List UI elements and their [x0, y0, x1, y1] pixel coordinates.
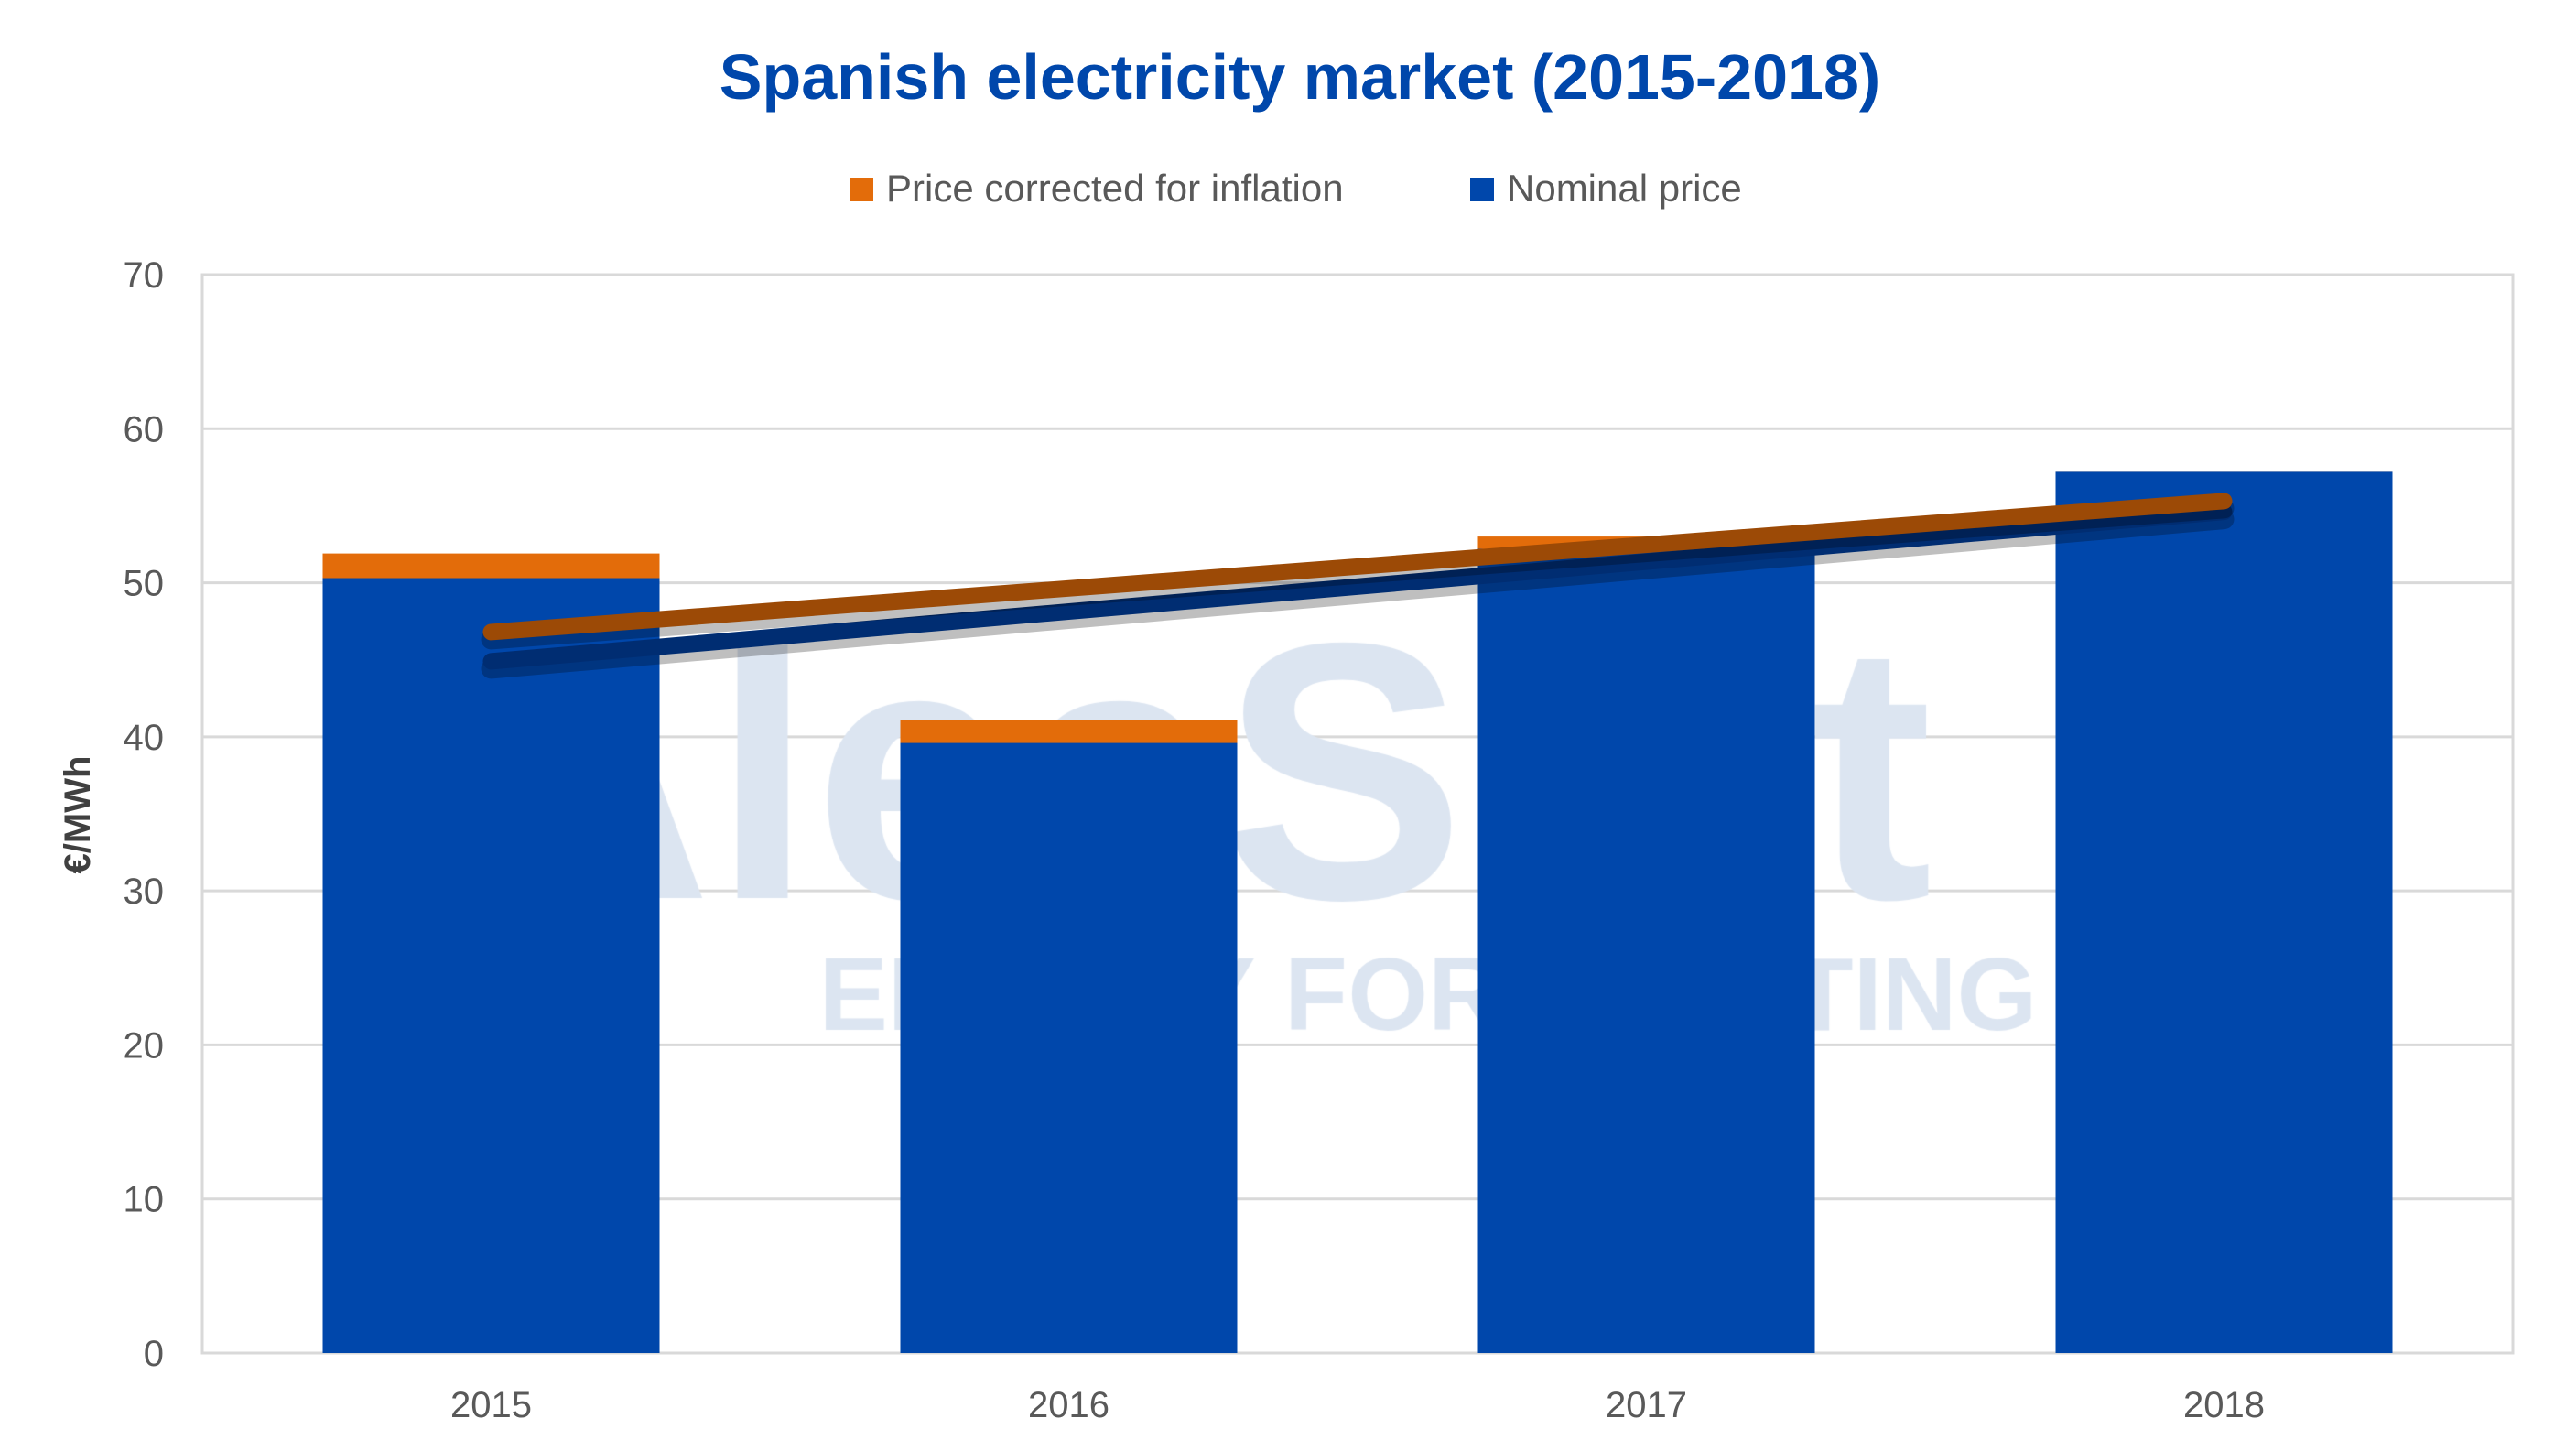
bars	[322, 471, 2393, 1353]
y-tick-label: 50	[124, 564, 165, 604]
trendline-inflation	[482, 493, 2233, 641]
y-tick-label: 70	[124, 255, 165, 296]
x-tick-label: 2018	[2183, 1385, 2265, 1425]
legend-swatch-nominal	[1470, 178, 1494, 201]
bar-nominal-2018	[2055, 471, 2393, 1353]
y-tick-label: 10	[124, 1180, 165, 1220]
chart-title: Spanish electricity market (2015-2018)	[720, 41, 1880, 113]
y-axis-ticks: 0 10 20 30 40 50 60 70	[124, 255, 165, 1374]
bar-nominal-2017	[1477, 548, 1815, 1353]
x-tick-label: 2017	[1606, 1385, 1687, 1425]
legend-swatch-inflation	[850, 178, 873, 201]
x-tick-label: 2015	[450, 1385, 532, 1425]
legend-label-inflation: Price corrected for inflation	[886, 167, 1344, 210]
legend: Price corrected for inflation Nominal pr…	[850, 167, 1742, 210]
bar-nominal-2016	[900, 742, 1238, 1353]
bar-nominal-2015	[322, 578, 660, 1353]
y-tick-label: 0	[144, 1334, 164, 1374]
x-tick-label: 2016	[1028, 1385, 1109, 1425]
trendlines	[481, 493, 2235, 679]
x-axis-ticks: 2015 2016 2017 2018	[450, 1385, 2265, 1425]
y-tick-label: 60	[124, 409, 165, 449]
y-tick-label: 40	[124, 718, 165, 758]
trendline-nominal	[482, 503, 2233, 670]
y-tick-label: 30	[124, 872, 165, 912]
legend-label-nominal: Nominal price	[1507, 167, 1742, 210]
y-tick-label: 20	[124, 1025, 165, 1066]
y-axis-label: €/MWh	[58, 756, 98, 874]
